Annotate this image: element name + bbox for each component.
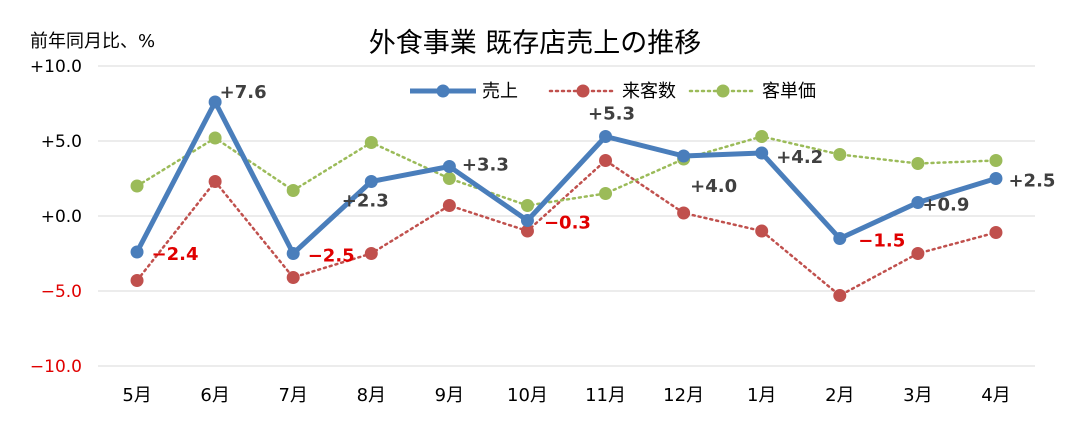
x-tick-label: 5月 [122,385,151,406]
data-point [677,206,691,220]
legend: 売上 来客数 客単価 [410,81,816,102]
data-point [442,172,456,185]
data-label: +7.6 [220,82,267,103]
legend-label: 客単価 [762,81,816,102]
data-point [599,187,613,200]
data-point [520,199,534,212]
data-point [833,232,847,245]
x-tick-label: 7月 [278,385,307,406]
x-tick-label: 12月 [663,385,704,406]
data-label: +2.5 [1008,171,1055,192]
y-axis-ticks: +10.0 +5.0 +0.0 −5.0 −10.0 [30,57,82,377]
data-point [989,172,1003,185]
x-tick-label: 1月 [747,385,776,406]
y-tick-label: +5.0 [41,132,82,152]
data-label: +4.2 [776,147,823,168]
data-label: −1.5 [858,231,905,252]
x-tick-label: 2月 [825,385,854,406]
data-point [755,224,769,238]
y-tick-label: −5.0 [41,282,82,302]
legend-marker [576,84,590,98]
data-point [755,130,769,143]
x-tick-label: 11月 [585,385,626,406]
data-point [130,245,144,259]
data-point [442,160,456,173]
data-point [989,154,1003,167]
series-line [135,135,998,207]
x-tick-label: 6月 [200,385,229,406]
y-tick-label: +0.0 [41,207,82,227]
gridlines [98,65,1035,367]
legend-marker [716,84,730,98]
chart-title: 外食事業 既存店売上の推移 [369,28,702,59]
data-label: +3.3 [462,155,509,176]
data-point [677,149,691,163]
series-line [135,158,998,297]
data-label: −0.3 [544,213,591,234]
data-point [442,199,456,212]
data-point [286,184,300,197]
x-tick-label: 3月 [903,385,932,406]
y-tick-label: −10.0 [30,357,82,377]
data-label: +0.9 [922,195,969,216]
data-point [599,130,613,143]
data-point [833,289,847,302]
data-point [364,175,378,188]
series-lines [130,95,1003,302]
data-point [286,271,300,284]
data-labels: −2.4 +7.6 −2.5 +2.3 +3.3 −0.3 +5.3 +4.0 +4.2 −1.5… [152,82,1056,267]
legend-marker [436,84,450,98]
data-point [208,175,222,188]
data-point [833,148,847,161]
data-point [911,157,925,170]
data-point [208,131,222,145]
x-tick-label: 4月 [981,385,1010,406]
data-point [520,214,534,227]
x-axis-ticks: 5月 6月 7月 8月 9月 10月 11月 12月 1月 2月 3月 4月 [122,385,1010,406]
legend-label: 売上 [482,81,518,102]
y-axis-label: 前年同月比、% [30,31,155,52]
data-point [911,247,925,260]
x-tick-label: 8月 [357,385,386,406]
data-point [911,196,925,209]
data-point [989,226,1003,239]
data-point [364,247,378,260]
data-label: +5.3 [588,104,635,125]
legend-label: 来客数 [622,81,676,102]
data-point [208,95,222,109]
data-point [755,146,769,160]
series-line [134,99,997,256]
x-tick-label: 9月 [435,385,464,406]
data-label: +4.0 [690,176,737,197]
data-point [286,247,300,260]
data-label: +2.3 [342,191,389,212]
data-point [520,224,534,238]
data-point [364,136,378,149]
data-point [599,154,613,167]
x-tick-label: 10月 [507,385,548,406]
data-point [130,274,144,287]
y-tick-label: +10.0 [30,57,82,77]
data-label: −2.4 [152,244,199,265]
data-point [130,179,144,193]
data-label: −2.5 [308,246,355,267]
